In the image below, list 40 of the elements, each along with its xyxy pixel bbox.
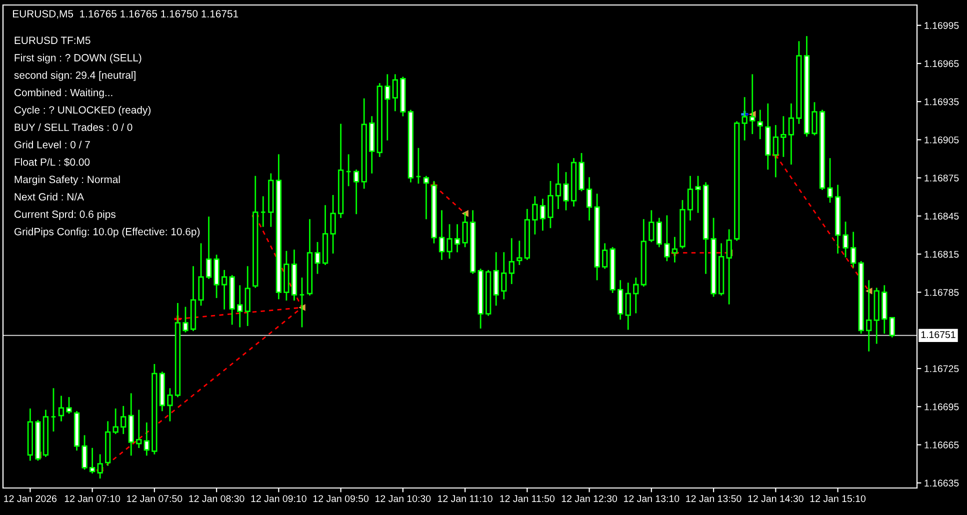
y-tick-label: 1.16965 bbox=[924, 60, 959, 68]
annotation: Float P/L : $0.00 bbox=[14, 158, 90, 166]
x-tick-label: 12 Jan 07:50 bbox=[127, 495, 182, 502]
y-tick-label: 1.16905 bbox=[924, 136, 959, 144]
y-tick-label: 1.16815 bbox=[924, 250, 959, 258]
x-tick-label: 12 Jan 09:50 bbox=[313, 495, 369, 502]
ref-line-label: 1.16751 bbox=[921, 331, 956, 338]
y-tick-label: 1.16635 bbox=[924, 480, 959, 487]
x-tick-label: 12 Jan 13:10 bbox=[624, 495, 680, 502]
annotation: second sign: 29.4 [neutral] bbox=[14, 71, 136, 81]
x-tick-label: 12 Jan 12:30 bbox=[562, 495, 618, 502]
annotation: Grid Level : 0 / 7 bbox=[14, 140, 90, 148]
annotation: BUY / SELL Trades : 0 / 0 bbox=[14, 123, 132, 131]
annotation: Next Grid : N/A bbox=[14, 192, 84, 201]
y-tick-label: 1.16665 bbox=[924, 442, 959, 448]
y-tick-label: 1.16725 bbox=[924, 365, 959, 372]
y-tick-label: 1.16695 bbox=[924, 403, 959, 410]
y-tick-label: 1.16995 bbox=[924, 22, 959, 29]
x-tick-label: 12 Jan 09:10 bbox=[251, 495, 306, 502]
annotation: Cycle : ? UNLOCKED (ready) bbox=[14, 106, 151, 116]
annotation: Current Sprd: 0.6 pips bbox=[14, 210, 116, 220]
x-tick-label: 12 Jan 08:30 bbox=[189, 495, 244, 502]
y-tick-label: 1.16935 bbox=[924, 98, 959, 106]
annotation: Margin Safety : Normal bbox=[14, 176, 120, 186]
annotation: First sign : ? DOWN (SELL) bbox=[14, 54, 142, 64]
annotation: EURUSD TF:M5 bbox=[14, 36, 90, 44]
x-tick-label: 12 Jan 07:10 bbox=[64, 495, 120, 502]
x-tick-label: 12 Jan 14:30 bbox=[748, 495, 804, 502]
x-tick-label: 12 Jan 11:10 bbox=[438, 495, 492, 502]
annotation: Combined : Waiting... bbox=[14, 88, 112, 98]
x-tick-label: 12 Jan 10:30 bbox=[376, 495, 431, 502]
x-tick-label: 12 Jan 15:10 bbox=[810, 495, 866, 502]
chart-title: EURUSD,M5 1.16765 1.16765 1.16750 1.16751 bbox=[12, 10, 238, 19]
y-tick-label: 1.16875 bbox=[924, 174, 959, 182]
y-tick-label: 1.16785 bbox=[924, 288, 959, 296]
y-tick-label: 1.16845 bbox=[924, 212, 959, 220]
x-tick-label: 12 Jan 13:50 bbox=[686, 495, 742, 502]
x-tick-label: 12 Jan 2026 bbox=[4, 495, 57, 502]
x-tick-label: 12 Jan 11:50 bbox=[500, 495, 555, 502]
annotation: GridPips Config: 10.0p (Effective: 10.6p) bbox=[14, 228, 200, 238]
